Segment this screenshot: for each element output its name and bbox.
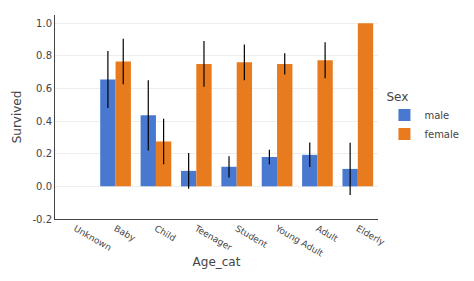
svg-text:0.6: 0.6: [36, 83, 52, 94]
svg-text:0.2: 0.2: [36, 148, 52, 159]
svg-text:0.8: 0.8: [36, 50, 52, 61]
svg-text:-0.2: -0.2: [32, 214, 52, 225]
svg-text:Elderly: Elderly: [355, 223, 387, 247]
svg-text:female: female: [424, 129, 458, 140]
svg-text:Sex: Sex: [386, 90, 408, 104]
svg-text:male: male: [424, 110, 449, 121]
svg-text:0.0: 0.0: [36, 181, 52, 192]
svg-text:Baby: Baby: [112, 223, 137, 243]
svg-text:Unknown: Unknown: [72, 223, 113, 253]
svg-text:Survived: Survived: [10, 91, 24, 144]
svg-text:Student: Student: [233, 223, 269, 250]
svg-text:Teenager: Teenager: [192, 223, 234, 253]
svg-text:Child: Child: [153, 223, 178, 243]
svg-text:Young Adult: Young Adult: [273, 223, 325, 259]
svg-text:0.4: 0.4: [36, 116, 52, 127]
svg-text:1.0: 1.0: [36, 18, 52, 29]
svg-text:Age_cat: Age_cat: [193, 255, 241, 269]
svg-text:Adult: Adult: [314, 223, 340, 244]
